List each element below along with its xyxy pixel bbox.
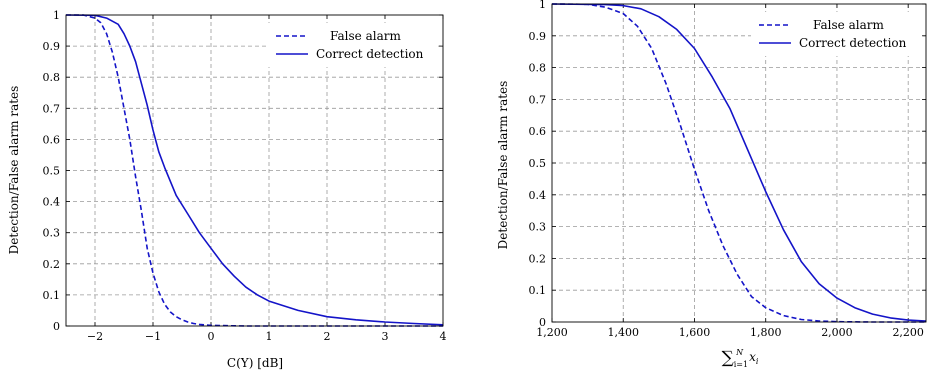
x-tick-label: 4 <box>440 330 447 343</box>
x-tick-label: 1 <box>266 330 273 343</box>
series-line-false-alarm <box>66 14 443 327</box>
y-tick-label: 1 <box>53 9 60 22</box>
x-axis-label: ∑i=1N xi <box>722 348 759 369</box>
x-axis-label: C(Y) [dB] <box>227 356 283 370</box>
x-tick-label: 1,600 <box>679 326 711 339</box>
y-tick-label: 0.6 <box>43 133 61 146</box>
x-tick-label: 1,800 <box>750 326 782 339</box>
y-tick-label: 0.5 <box>529 157 547 170</box>
y-tick-label: 0.8 <box>43 71 61 84</box>
y-tick-label: 0.9 <box>43 40 61 53</box>
legend-label-false-alarm: False alarm <box>813 18 884 32</box>
series-line-false-alarm <box>551 3 926 323</box>
y-axis-label: Detection/False alarm rates <box>7 86 21 255</box>
x-tick-label: 1,200 <box>536 326 568 339</box>
x-tick-label: 3 <box>382 330 389 343</box>
y-tick-label: 0.2 <box>529 252 547 265</box>
y-tick-label: 0.1 <box>529 284 547 297</box>
plot-frame <box>551 3 927 323</box>
y-tick-label: 0.6 <box>529 125 547 138</box>
y-tick-label: 0.3 <box>43 227 61 240</box>
legend-label-correct-detection: Correct detection <box>316 47 424 61</box>
series-line-correct-detection <box>551 3 927 322</box>
legend-label-false-alarm: False alarm <box>330 29 401 43</box>
y-axis-label: Detection/False alarm rates <box>496 81 510 250</box>
y-tick-label: 0.9 <box>529 30 547 43</box>
y-tick-label: 0.4 <box>529 189 547 202</box>
series-line-correct-detection <box>65 14 444 326</box>
y-tick-label: 0.7 <box>529 93 547 106</box>
x-tick-label: 2,000 <box>821 326 853 339</box>
y-tick-label: 0.8 <box>529 62 547 75</box>
y-tick-label: 1 <box>539 0 546 11</box>
x-tick-label: −2 <box>87 330 103 343</box>
x-tick-label: 2 <box>324 330 331 343</box>
y-tick-label: 0.4 <box>43 196 61 209</box>
y-tick-label: 0.7 <box>43 102 61 115</box>
y-tick-label: 0.2 <box>43 258 61 271</box>
x-tick-label: 0 <box>208 330 215 343</box>
y-tick-label: 0.3 <box>529 221 547 234</box>
y-tick-label: 0.5 <box>43 165 61 178</box>
x-tick-label: 1,400 <box>607 326 639 339</box>
x-tick-label: −1 <box>145 330 161 343</box>
legend-box <box>268 23 438 67</box>
right-chart: 1,200 1,400 1,600 1,800 2,000 2,200 0 0.1 0.2 0.3… <box>496 0 927 369</box>
plot-frame <box>65 14 444 327</box>
y-tick-label: 0.1 <box>43 289 61 302</box>
y-tick-label: 0 <box>53 320 60 333</box>
y-tick-label: 0 <box>539 316 546 329</box>
legend-label-correct-detection: Correct detection <box>799 36 907 50</box>
legend: False alarm Correct detection <box>751 12 921 56</box>
legend: False alarm Correct detection <box>268 23 438 67</box>
x-tick-label: 2,200 <box>892 326 924 339</box>
left-chart: −2 −1 0 1 2 3 4 0 0.1 0.2 0.3 0.4 0.5 0.6 0.7 0.8 0.9 1 C(… <box>7 9 447 370</box>
legend-box <box>751 12 921 56</box>
